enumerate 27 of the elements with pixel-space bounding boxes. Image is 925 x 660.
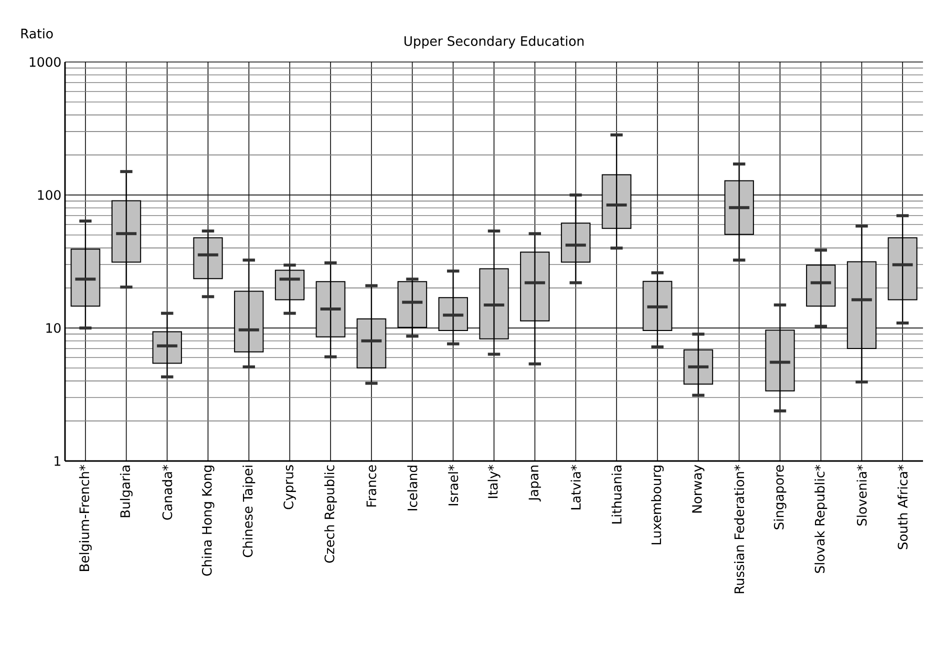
x-tick-label: Italy* xyxy=(488,464,500,498)
x-tick-label: Israel* xyxy=(448,464,458,506)
x-tick-label: South Africa* xyxy=(898,464,908,550)
x-tick-label: Japan xyxy=(528,466,541,502)
y-tick-label: 100 xyxy=(38,190,61,200)
x-tick-label: Iceland xyxy=(407,466,418,510)
x-tick-label: Slovenia* xyxy=(856,464,867,526)
x-tick-label: Russian Federation* xyxy=(734,464,744,594)
x-tick-label: Slovak Republic* xyxy=(814,464,828,573)
x-tick-label: Belgium-French* xyxy=(79,464,92,571)
chart-title: Upper Secondary Education xyxy=(404,36,584,48)
y-tick-label: 1 xyxy=(54,456,60,466)
x-tick-label: Singapore xyxy=(774,465,786,530)
y-tick-label: 10 xyxy=(46,323,61,333)
x-tick-label: Norway xyxy=(692,464,704,513)
x-tick-label: Lithuania xyxy=(612,466,622,524)
x-tick-label: Latvia* xyxy=(570,464,581,510)
y-tick-label: 1000 xyxy=(30,57,61,67)
x-tick-label: Canada* xyxy=(162,464,172,520)
x-tick-label: Bulgaria xyxy=(120,466,133,518)
x-tick-label: Luxembourg xyxy=(651,466,664,544)
x-tick-label: China Hong Kong xyxy=(202,466,214,576)
y-axis-title: Ratio xyxy=(21,28,53,38)
x-tick-label: France xyxy=(366,465,376,506)
x-tick-label: Cyprus xyxy=(284,465,296,510)
x-tick-label: Chinese Taipei xyxy=(242,466,256,558)
x-tick-label: Czech Republic xyxy=(324,465,337,563)
